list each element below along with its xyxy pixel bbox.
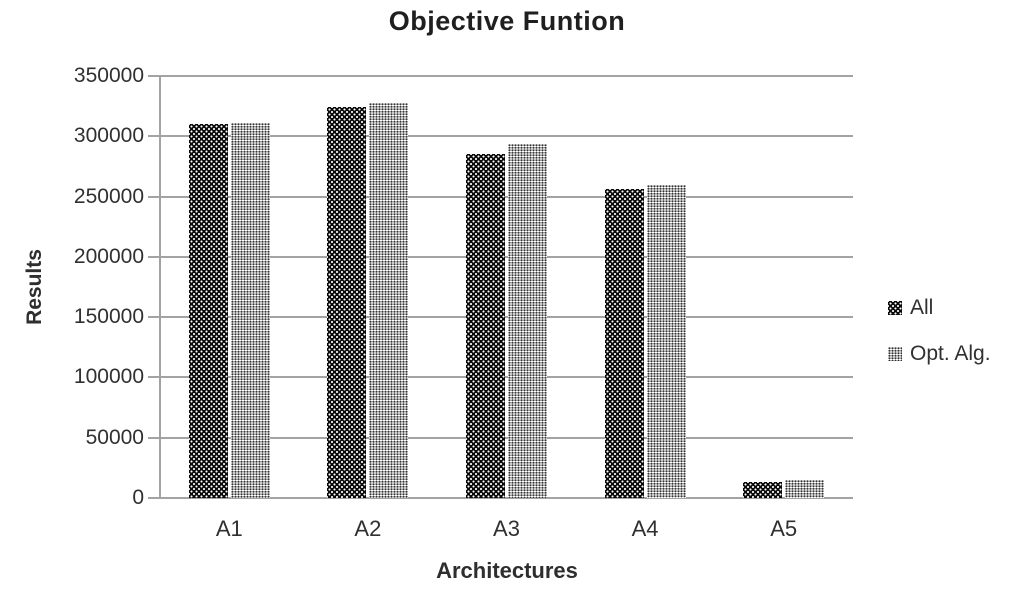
legend-item-all: All bbox=[888, 296, 991, 320]
bar-all-a5 bbox=[743, 482, 783, 498]
x-tick-label-a4: A4 bbox=[631, 516, 659, 541]
bar-all-a2 bbox=[327, 107, 367, 498]
y-axis-tick bbox=[148, 255, 160, 258]
y-tick-label: 100000 bbox=[73, 365, 144, 389]
y-tick-label: 250000 bbox=[73, 184, 144, 208]
gridline bbox=[160, 376, 853, 379]
y-tick-label: 150000 bbox=[73, 305, 144, 329]
bar-optalg-a1 bbox=[230, 123, 270, 498]
y-axis-tick bbox=[148, 376, 160, 379]
y-axis-tick bbox=[148, 436, 160, 439]
gridline bbox=[160, 135, 853, 138]
legend-swatch-icon bbox=[888, 347, 902, 361]
bar-all-a1 bbox=[188, 124, 228, 498]
bar-all-a3 bbox=[466, 154, 505, 498]
legend-swatch-icon bbox=[888, 301, 902, 315]
y-axis-tick bbox=[148, 135, 160, 138]
gridline bbox=[160, 316, 853, 319]
y-tick-label: 0 bbox=[132, 486, 144, 509]
y-tick-label: 50000 bbox=[85, 425, 144, 449]
legend: All Opt. Alg. bbox=[888, 296, 991, 366]
y-tick-label: 350000 bbox=[73, 64, 144, 87]
bar-optalg-a3 bbox=[508, 143, 547, 498]
legend-label: Opt. Alg. bbox=[910, 342, 991, 365]
y-axis-line bbox=[159, 75, 161, 499]
y-axis-tick bbox=[148, 497, 160, 499]
y-axis-tick bbox=[148, 195, 160, 198]
gridline bbox=[160, 255, 853, 258]
y-axis-tick bbox=[148, 316, 160, 319]
y-tick-label: 200000 bbox=[73, 244, 144, 268]
gridline bbox=[160, 436, 853, 439]
y-tick-label: 300000 bbox=[73, 124, 144, 148]
gridline bbox=[160, 195, 853, 198]
x-tick-label-a3: A3 bbox=[493, 516, 520, 541]
x-tick-label-a1: A1 bbox=[215, 516, 243, 541]
x-axis-title: Architectures bbox=[436, 558, 578, 583]
y-axis-tick bbox=[148, 75, 160, 77]
legend-item-optalg: Opt. Alg. bbox=[888, 342, 991, 366]
legend-label: All bbox=[910, 296, 934, 319]
x-tick-label-a2: A2 bbox=[354, 516, 382, 541]
x-axis-line bbox=[160, 497, 853, 499]
bar-all-a4 bbox=[604, 189, 644, 498]
bar-optalg-a2 bbox=[369, 102, 409, 498]
gridline bbox=[160, 75, 853, 77]
chart-title: Objective Funtion bbox=[388, 6, 626, 36]
bar-optalg-a5 bbox=[785, 479, 825, 498]
x-tick-label-a5: A5 bbox=[770, 516, 798, 541]
bar-optalg-a4 bbox=[646, 184, 686, 498]
